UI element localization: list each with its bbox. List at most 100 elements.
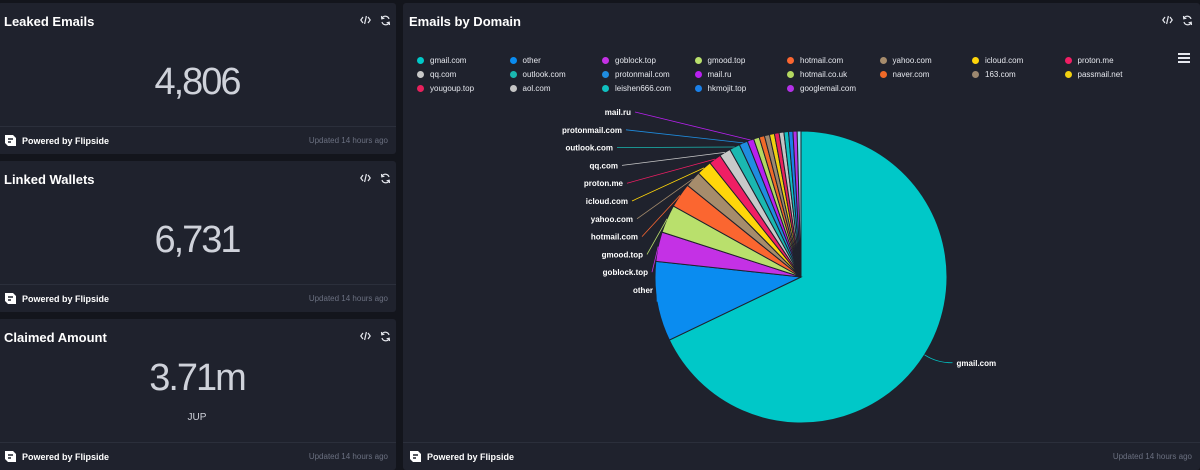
legend-label: aol.com — [522, 83, 551, 93]
legend-item[interactable]: hotmail.co.uk — [787, 67, 880, 81]
pie-label: qq.com — [590, 161, 618, 170]
legend-item[interactable]: leishen666.com — [602, 81, 695, 95]
powered-by-flipside[interactable]: Powered by Flipside — [4, 134, 109, 147]
powered-by-flipside[interactable]: Powered by Flipside — [4, 450, 109, 463]
legend-label: passmail.net — [1077, 69, 1123, 79]
powered-by-flipside[interactable]: Powered by Flipside — [409, 450, 514, 463]
pie-leader-line — [924, 354, 953, 364]
legend-item[interactable]: outlook.com — [509, 67, 603, 81]
leaked-emails-card: Leaked Emails 4,806 Powered by Flipside … — [0, 3, 396, 154]
refresh-icon[interactable] — [379, 172, 391, 184]
legend-label: gmood.top — [707, 55, 746, 65]
legend-item[interactable]: proton.me — [1064, 53, 1158, 67]
flipside-logo — [410, 451, 421, 462]
claimed-amount-value: 3.71m — [149, 357, 247, 399]
legend-label: proton.me — [1077, 55, 1114, 65]
claimed-amount-card: Claimed Amount 3.71m JUP Powered by Flip… — [0, 319, 396, 470]
pie-label: hotmail.com — [591, 233, 638, 242]
legend-row: qq.com outlook.com protonmail.com mail.ru ho… — [417, 67, 1177, 81]
linked-wallets-card: Linked Wallets 6,731 Powered by Flipside… — [0, 161, 396, 312]
pie-leader-line — [651, 246, 659, 273]
legend-swatch — [787, 70, 794, 78]
domain-pie-chart[interactable]: gmail.com other goblock.top gmood.top hotmai… — [403, 3, 1200, 443]
legend-swatch — [1064, 70, 1072, 78]
legend-label: yahoo.com — [892, 55, 932, 65]
legend-label: protonmail.com — [615, 69, 670, 79]
pie-label: proton.me — [584, 179, 624, 188]
pie-leader-line — [641, 195, 681, 237]
refresh-icon[interactable] — [379, 330, 391, 342]
pie-slice-unlabelled[interactable] — [796, 130, 802, 278]
legend-swatch — [694, 56, 702, 64]
legend-item[interactable]: gmood.top — [694, 53, 788, 67]
legend-item[interactable]: googlemail.com — [787, 81, 880, 95]
refresh-icon[interactable] — [379, 14, 391, 26]
card-title: Leaked Emails — [4, 14, 95, 29]
hamburger-menu-icon[interactable] — [1178, 53, 1190, 63]
legend-swatch — [972, 70, 979, 78]
pie-leader-line — [626, 158, 716, 184]
legend-label: other — [522, 55, 541, 65]
legend-item[interactable]: goblock.top — [602, 53, 695, 67]
legend-item[interactable]: other — [509, 53, 603, 67]
legend-label: mail.ru — [707, 69, 732, 79]
card-title: Linked Wallets — [4, 172, 95, 187]
legend-swatch — [1064, 56, 1072, 64]
pie-label: gmood.top — [602, 250, 643, 259]
leaked-emails-value: 4,806 — [154, 61, 241, 103]
legend-item[interactable]: 163.com — [972, 67, 1065, 81]
legend-item[interactable]: yougoup.top — [417, 81, 510, 95]
legend-item[interactable]: icloud.com — [972, 53, 1065, 67]
legend-row: gmail.com other goblock.top gmood.top hotmai… — [417, 53, 1177, 67]
legend-swatch — [509, 56, 517, 64]
pie-leader-line — [646, 218, 668, 255]
legend-swatch — [417, 84, 424, 92]
pie-label: outlook.com — [565, 144, 613, 153]
legend-label: yougoup.top — [430, 83, 475, 93]
legend-swatch — [694, 84, 702, 92]
legend-item[interactable]: passmail.net — [1064, 67, 1158, 81]
legend-label: goblock.top — [615, 55, 656, 65]
legend-item[interactable]: yahoo.com — [879, 53, 973, 67]
legend-label: gmail.com — [430, 55, 467, 65]
card-title: Claimed Amount — [4, 330, 107, 345]
legend-item[interactable]: gmail.com — [417, 53, 510, 67]
legend-label: qq.com — [430, 69, 457, 79]
refresh-icon[interactable] — [1181, 14, 1193, 26]
legend-swatch — [602, 56, 609, 64]
legend-swatch — [509, 84, 517, 92]
legend-item[interactable]: mail.ru — [694, 67, 788, 81]
legend-label: 163.com — [985, 69, 1016, 79]
pie-label: gmail.com — [957, 359, 997, 368]
legend-item[interactable]: naver.com — [879, 67, 973, 81]
pie-leader-line — [634, 111, 751, 141]
updated-timestamp: Updated 14 hours ago — [308, 452, 388, 461]
legend-swatch — [417, 56, 424, 64]
legend-swatch — [694, 70, 702, 78]
legend-item[interactable]: aol.com — [509, 81, 603, 95]
updated-timestamp: Updated 14 hours ago — [308, 136, 388, 145]
chart-legend: gmail.com other goblock.top gmood.top hotmai… — [417, 53, 1177, 95]
card-title: Emails by Domain — [409, 14, 521, 29]
pie-leader-line — [631, 167, 705, 202]
pie-label: protonmail.com — [562, 126, 622, 135]
linked-wallets-value: 6,731 — [154, 219, 241, 261]
code-icon[interactable] — [359, 172, 371, 184]
powered-by-flipside[interactable]: Powered by Flipside — [4, 292, 109, 305]
code-icon[interactable] — [359, 14, 371, 26]
pie-leader-line — [625, 129, 744, 144]
legend-item[interactable]: hkmojit.top — [694, 81, 788, 95]
legend-item[interactable]: qq.com — [417, 67, 510, 81]
flipside-logo — [5, 293, 16, 304]
legend-swatch — [787, 56, 794, 64]
pie-slice-gmail-com[interactable] — [668, 130, 948, 424]
legend-label: hkmojit.top — [707, 83, 747, 93]
legend-label: hotmail.co.uk — [800, 69, 848, 79]
legend-item[interactable]: hotmail.com — [787, 53, 880, 67]
code-icon[interactable] — [359, 330, 371, 342]
pie-leader-line — [616, 146, 735, 148]
legend-swatch — [602, 70, 609, 78]
pie-label: goblock.top — [603, 268, 648, 277]
legend-item[interactable]: protonmail.com — [602, 67, 695, 81]
code-icon[interactable] — [1161, 14, 1173, 26]
